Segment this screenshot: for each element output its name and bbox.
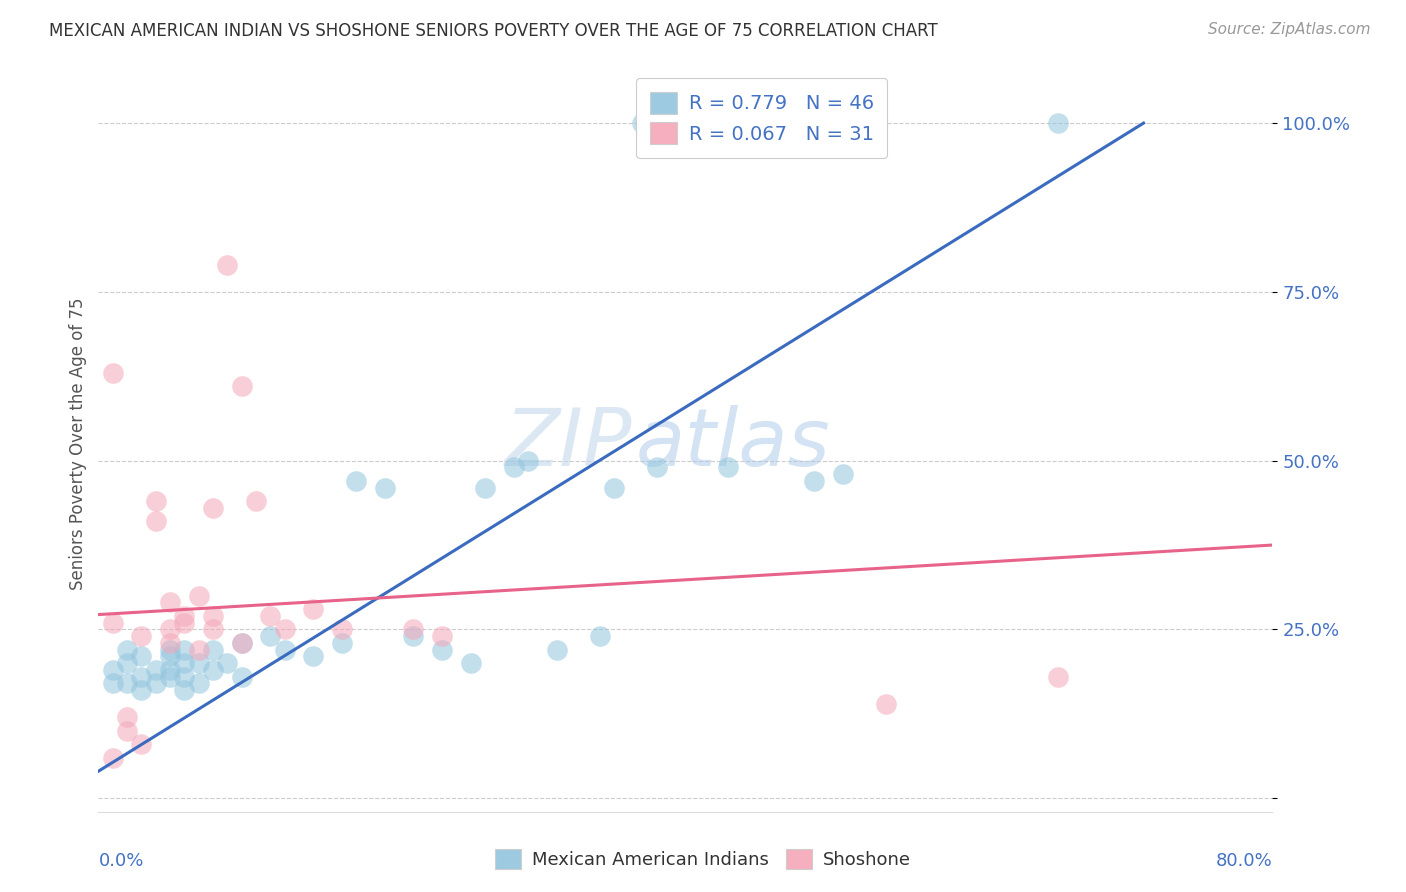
Point	[145, 676, 167, 690]
Point	[231, 636, 253, 650]
Point	[159, 623, 181, 637]
Text: MEXICAN AMERICAN INDIAN VS SHOSHONE SENIORS POVERTY OVER THE AGE OF 75 CORRELATI: MEXICAN AMERICAN INDIAN VS SHOSHONE SENI…	[49, 22, 938, 40]
Point	[101, 750, 124, 764]
Point	[201, 500, 224, 515]
Point	[330, 636, 353, 650]
Point	[101, 676, 124, 690]
Text: 80.0%: 80.0%	[1216, 852, 1272, 871]
Point	[115, 723, 138, 738]
Point	[101, 663, 124, 677]
Point	[302, 649, 325, 664]
Point	[803, 474, 825, 488]
Point	[430, 642, 453, 657]
Point	[201, 642, 224, 657]
Point	[832, 467, 855, 482]
Point	[344, 474, 367, 488]
Point	[330, 623, 353, 637]
Legend: R = 0.779   N = 46, R = 0.067   N = 31: R = 0.779 N = 46, R = 0.067 N = 31	[636, 78, 887, 158]
Point	[115, 642, 138, 657]
Point	[131, 629, 153, 643]
Point	[131, 683, 153, 698]
Point	[145, 515, 167, 529]
Point	[603, 481, 626, 495]
Point	[645, 460, 668, 475]
Point	[402, 623, 425, 637]
Point	[187, 642, 209, 657]
Point	[173, 670, 195, 684]
Point	[217, 656, 239, 670]
Point	[131, 670, 153, 684]
Point	[273, 623, 295, 637]
Point	[302, 602, 325, 616]
Text: 0.0%: 0.0%	[98, 852, 143, 871]
Point	[875, 697, 897, 711]
Point	[631, 116, 654, 130]
Point	[173, 615, 195, 630]
Point	[546, 642, 568, 657]
Point	[259, 629, 281, 643]
Point	[1046, 116, 1069, 130]
Point	[159, 649, 181, 664]
Point	[273, 642, 295, 657]
Point	[231, 636, 253, 650]
Text: atlas: atlas	[636, 405, 831, 483]
Point	[259, 609, 281, 624]
Point	[231, 670, 253, 684]
Point	[1046, 670, 1069, 684]
Point	[159, 595, 181, 609]
Point	[201, 609, 224, 624]
Point	[131, 737, 153, 751]
Point	[173, 642, 195, 657]
Point	[374, 481, 396, 495]
Point	[231, 379, 253, 393]
Point	[173, 609, 195, 624]
Point	[201, 623, 224, 637]
Point	[516, 453, 538, 467]
Point	[187, 589, 209, 603]
Point	[101, 615, 124, 630]
Point	[131, 649, 153, 664]
Point	[115, 656, 138, 670]
Legend: Mexican American Indians, Shoshone: Mexican American Indians, Shoshone	[486, 839, 920, 879]
Point	[159, 670, 181, 684]
Point	[474, 481, 496, 495]
Point	[173, 656, 195, 670]
Text: ZIP: ZIP	[505, 405, 633, 483]
Point	[187, 676, 209, 690]
Point	[159, 636, 181, 650]
Point	[502, 460, 524, 475]
Point	[159, 663, 181, 677]
Point	[217, 258, 239, 272]
Point	[173, 683, 195, 698]
Y-axis label: Seniors Poverty Over the Age of 75: Seniors Poverty Over the Age of 75	[69, 298, 87, 590]
Point	[145, 663, 167, 677]
Point	[115, 676, 138, 690]
Point	[460, 656, 482, 670]
Point	[588, 629, 610, 643]
Point	[115, 710, 138, 724]
Point	[201, 663, 224, 677]
Point	[402, 629, 425, 643]
Point	[245, 494, 267, 508]
Point	[430, 629, 453, 643]
Text: Source: ZipAtlas.com: Source: ZipAtlas.com	[1208, 22, 1371, 37]
Point	[187, 656, 209, 670]
Point	[717, 460, 740, 475]
Point	[145, 494, 167, 508]
Point	[101, 366, 124, 380]
Point	[159, 642, 181, 657]
